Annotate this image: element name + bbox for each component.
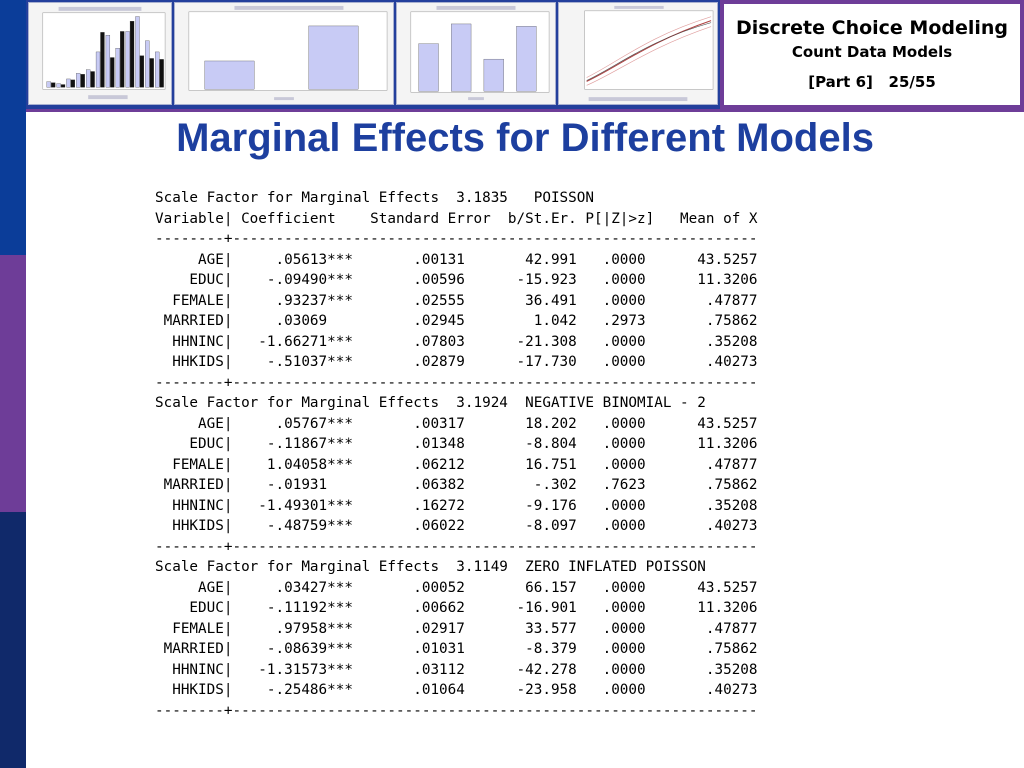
output-line: --------+-------------------------------…	[155, 374, 758, 391]
histogram-thumbnail-chart	[29, 3, 171, 104]
output-line: EDUC| -.11192*** .00662 -16.901 .0000 11…	[155, 600, 758, 616]
histogram-bar-light	[155, 51, 160, 88]
histogram-bar-light	[66, 78, 71, 88]
course-title: Discrete Choice Modeling	[735, 17, 1009, 39]
output-line: AGE| .05767*** .00317 18.202 .0000 43.52…	[155, 415, 758, 432]
histogram-bar-dark	[120, 31, 125, 88]
output-line: EDUC| -.11867*** .01348 -8.804 .0000 11.…	[155, 436, 758, 452]
histogram-bar-light	[125, 31, 130, 88]
output-line: EDUC| -.09490*** .00596 -15.923 .0000 11…	[155, 272, 758, 288]
output-line: Scale Factor for Marginal Effects 3.1924…	[155, 395, 706, 411]
output-line: MARRIED| -.01931 .06382 -.302 .7623 .758…	[155, 477, 758, 493]
four-bar-bar	[483, 58, 504, 92]
course-title-box: Discrete Choice Modeling Count Data Mode…	[720, 0, 1024, 109]
two-bar-thumbnail-chart	[175, 3, 393, 104]
histogram-bar-dark	[110, 57, 115, 88]
output-line: HHNINC| -1.66271*** .07803 -21.308 .0000…	[155, 333, 758, 350]
output-line: AGE| .05613*** .00131 42.991 .0000 43.52…	[155, 251, 758, 268]
slide-title: Marginal Effects for Different Models	[176, 116, 874, 160]
left-band-bottom	[0, 512, 26, 768]
output-line: MARRIED| .03069 .02945 1.042 .2973 .7586…	[155, 313, 758, 329]
regression-output: Scale Factor for Marginal Effects 3.1835…	[155, 188, 758, 721]
output-line: AGE| .03427*** .00052 66.157 .0000 43.52…	[155, 579, 758, 596]
header-banner	[26, 0, 720, 109]
four-bar-bar	[516, 26, 537, 92]
histogram-bar-dark	[70, 79, 76, 88]
histogram-bar-light	[76, 73, 81, 88]
thumbnail-histogram	[28, 2, 172, 105]
histogram-bar-light	[95, 51, 101, 88]
output-line: HHKIDS| -.48759*** .06022 -8.097 .0000 .…	[155, 518, 758, 534]
two-bar-bar	[204, 60, 255, 90]
header-divider	[26, 109, 1024, 112]
partial-effects-thumbnail-chart	[559, 3, 717, 104]
output-line: FEMALE| .93237*** .02555 36.491 .0000 .4…	[155, 292, 758, 309]
left-band-middle	[0, 255, 26, 512]
output-line: HHKIDS| -.25486*** .01064 -23.958 .0000 …	[155, 682, 758, 698]
histogram-bar-dark	[129, 21, 135, 88]
histogram-bar-dark	[139, 55, 145, 88]
histogram-bar-dark	[80, 74, 85, 88]
output-line: FEMALE| .97958*** .02917 33.577 .0000 .4…	[155, 620, 758, 637]
histogram-bar-light	[56, 83, 61, 88]
output-line: Scale Factor for Marginal Effects 3.1149…	[155, 559, 706, 575]
histogram-bar-dark	[159, 59, 164, 88]
output-line: Scale Factor for Marginal Effects 3.1835…	[155, 190, 594, 206]
output-line: --------+-------------------------------…	[155, 538, 758, 555]
histogram-bar-light	[46, 81, 51, 88]
four-bar-bar	[418, 43, 439, 92]
histogram-bar-dark	[90, 71, 95, 88]
histogram-bar-light	[115, 48, 120, 88]
output-line: --------+-------------------------------…	[155, 702, 758, 719]
four-bar-thumbnail-chart	[397, 3, 555, 104]
thumbnail-two-bars	[174, 2, 394, 105]
histogram-bar-light	[135, 16, 140, 88]
histogram-bar-light	[145, 40, 150, 88]
histogram-bar-dark	[60, 84, 66, 88]
output-line: MARRIED| -.08639*** .01031 -8.379 .0000 …	[155, 641, 758, 657]
histogram-bar-dark	[149, 58, 154, 88]
output-line: FEMALE| 1.04058*** .06212 16.751 .0000 .…	[155, 456, 758, 473]
two-bar-bar	[308, 25, 359, 90]
output-line: --------+-------------------------------…	[155, 231, 758, 247]
output-line: HHNINC| -1.49301*** .16272 -9.176 .0000 …	[155, 497, 758, 514]
thumbnail-partial-effects	[558, 2, 718, 105]
left-band-top	[0, 0, 26, 255]
thumbnail-four-bars	[396, 2, 556, 105]
four-bar-bar	[451, 23, 472, 92]
histogram-bar-dark	[51, 82, 56, 88]
output-line: HHKIDS| -.51037*** .02879 -17.730 .0000 …	[155, 354, 758, 370]
histogram-bar-light	[105, 35, 111, 88]
course-subtitle: Count Data Models	[791, 43, 953, 61]
part-label: [Part 6] 25/55	[808, 73, 936, 91]
histogram-bar-dark	[100, 32, 105, 88]
output-line: HHNINC| -1.31573*** .03112 -42.278 .0000…	[155, 661, 758, 678]
histogram-bar-light	[86, 69, 91, 88]
output-line: Variable| Coefficient Standard Error b/S…	[155, 210, 758, 227]
